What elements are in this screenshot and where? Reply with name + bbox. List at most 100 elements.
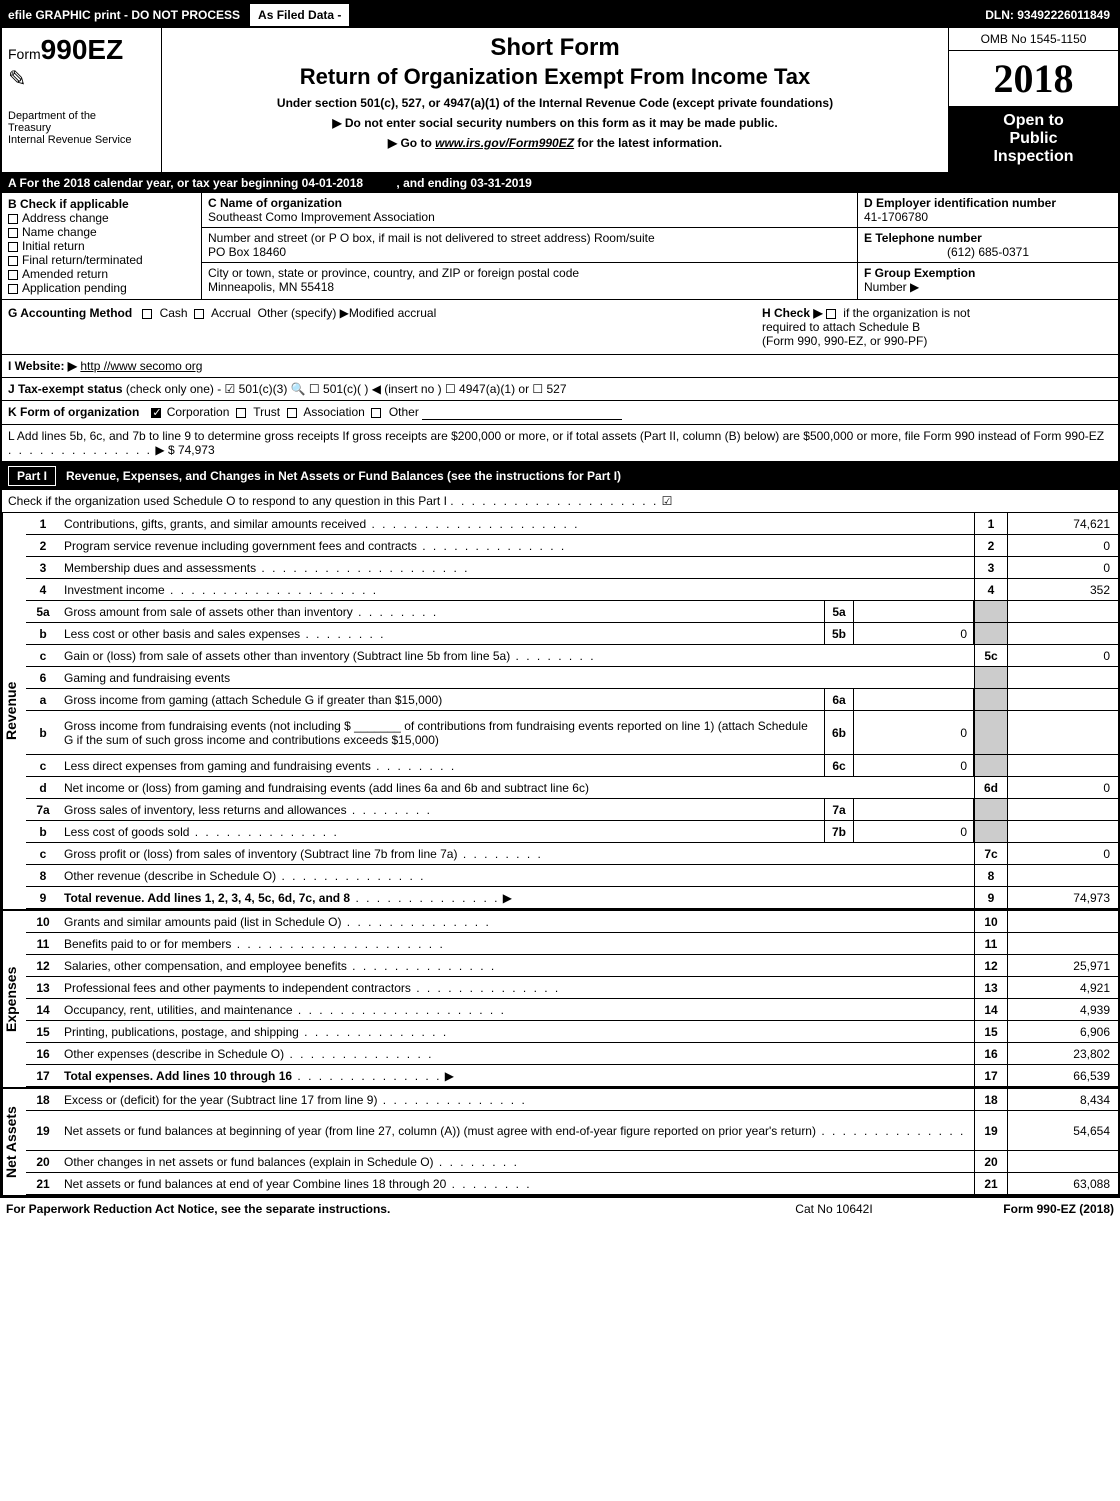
goto-notice: ▶ Go to www.irs.gov/Form990EZ for the la…: [170, 136, 940, 150]
website-link[interactable]: http //www secomo org: [80, 359, 202, 373]
form-org-label: K Form of organization: [8, 405, 139, 419]
section-bcdef: B Check if applicable Address change Nam…: [2, 193, 1118, 300]
part1-checked: ☑: [662, 494, 673, 508]
form-container: efile GRAPHIC print - DO NOT PROCESS As …: [0, 0, 1120, 1197]
box-b: B Check if applicable Address change Nam…: [2, 193, 202, 299]
goto-prefix: ▶ Go to: [388, 136, 435, 150]
row-l: L Add lines 5b, 6c, and 7b to line 9 to …: [2, 425, 1118, 462]
chk-amended-return[interactable]: Amended return: [8, 267, 195, 281]
row-i: I Website: ▶ http //www secomo org: [2, 355, 1118, 378]
dept-line1: Department of the: [8, 110, 155, 122]
line-6a: a Gross income from gaming (attach Sched…: [26, 689, 1118, 711]
line-6c: c Less direct expenses from gaming and f…: [26, 755, 1118, 777]
goto-link[interactable]: www.irs.gov/Form990EZ: [435, 136, 574, 150]
ein-label: D Employer identification number: [864, 196, 1112, 210]
public: Public: [951, 130, 1116, 148]
line-15: 15 Printing, publications, postage, and …: [26, 1021, 1118, 1043]
group-exemption-number: Number ▶: [864, 280, 919, 294]
line-11: 11 Benefits paid to or for members 11: [26, 933, 1118, 955]
h-text1: if the organization is not: [843, 306, 970, 320]
chk-corporation[interactable]: [151, 408, 161, 418]
city-label: City or town, state or province, country…: [208, 266, 851, 280]
chk-other-org[interactable]: [371, 408, 381, 418]
line-13: 13 Professional fees and other payments …: [26, 977, 1118, 999]
line-16: 16 Other expenses (describe in Schedule …: [26, 1043, 1118, 1065]
tax-exempt-text: (check only one) - ☑ 501(c)(3) 🔍 ☐ 501(c…: [126, 382, 567, 396]
header-right: OMB No 1545-1150 2018 Open to Public Ins…: [948, 28, 1118, 172]
line-a-ending: , and ending 03-31-2019: [396, 176, 531, 190]
box-h: H Check ▶ if the organization is not req…: [752, 306, 1112, 348]
org-name: Southeast Como Improvement Association: [208, 210, 851, 224]
accounting-other: Other (specify) ▶Modified accrual: [258, 306, 437, 320]
part1-label: Part I: [8, 466, 56, 486]
form-prefix: Form: [8, 46, 41, 62]
phone-label: E Telephone number: [864, 231, 1112, 245]
form-number: Form990EZ: [8, 34, 155, 66]
h-text3: (Form 990, 990-EZ, or 990-PF): [762, 334, 927, 348]
line-21: 21 Net assets or fund balances at end of…: [26, 1173, 1118, 1195]
line-l-text: L Add lines 5b, 6c, and 7b to line 9 to …: [8, 429, 1104, 443]
phone-value: (612) 685-0371: [864, 245, 1112, 259]
line-3: 3 Membership dues and assessments 3 0: [26, 557, 1118, 579]
chk-final-return[interactable]: Final return/terminated: [8, 253, 195, 267]
netassets-section: Net Assets 18 Excess or (deficit) for th…: [2, 1087, 1118, 1195]
group-exemption-label: F Group Exemption: [864, 266, 975, 280]
expenses-section: Expenses 10 Grants and similar amounts p…: [2, 909, 1118, 1087]
line-5b: b Less cost or other basis and sales exp…: [26, 623, 1118, 645]
group-exemption-row: F Group Exemption Number ▶: [858, 263, 1118, 297]
line-6b: b Gross income from fundraising events (…: [26, 711, 1118, 755]
line-5c: c Gain or (loss) from sale of assets oth…: [26, 645, 1118, 667]
line-7b: b Less cost of goods sold 7b 0: [26, 821, 1118, 843]
line-20: 20 Other changes in net assets or fund b…: [26, 1151, 1118, 1173]
street-value: PO Box 18460: [208, 245, 851, 259]
under-section: Under section 501(c), 527, or 4947(a)(1)…: [170, 96, 940, 110]
line-7c: c Gross profit or (loss) from sales of i…: [26, 843, 1118, 865]
row-j: J Tax-exempt status (check only one) - ☑…: [2, 378, 1118, 401]
chk-name-change[interactable]: Name change: [8, 225, 195, 239]
chk-schedule-b[interactable]: [826, 309, 836, 319]
street-row: Number and street (or P O box, if mail i…: [202, 228, 857, 263]
footer: For Paperwork Reduction Act Notice, see …: [0, 1197, 1120, 1220]
tax-exempt-label: J Tax-exempt status: [8, 382, 123, 396]
chk-initial-return[interactable]: Initial return: [8, 239, 195, 253]
chk-association[interactable]: [287, 408, 297, 418]
part1-title: Revenue, Expenses, and Changes in Net As…: [66, 469, 621, 483]
website-label: I Website: ▶: [8, 359, 77, 373]
chk-cash[interactable]: [142, 309, 152, 319]
netassets-side-label: Net Assets: [2, 1089, 26, 1195]
footer-cat: Cat No 10642I: [734, 1202, 934, 1216]
tax-year: 2018: [949, 51, 1118, 106]
pen-icon: ✎: [8, 66, 155, 92]
line-14: 14 Occupancy, rent, utilities, and maint…: [26, 999, 1118, 1021]
line-12: 12 Salaries, other compensation, and emp…: [26, 955, 1118, 977]
dept-line3: Internal Revenue Service: [8, 134, 155, 146]
expenses-side-label: Expenses: [2, 911, 26, 1087]
chk-accrual[interactable]: [194, 309, 204, 319]
line-a-text: A For the 2018 calendar year, or tax yea…: [8, 176, 363, 190]
chk-trust[interactable]: [236, 408, 246, 418]
return-title: Return of Organization Exempt From Incom…: [170, 64, 940, 90]
chk-application-pending[interactable]: Application pending: [8, 281, 195, 295]
header-left: Form990EZ ✎ Department of the Treasury I…: [2, 28, 162, 172]
line-19: 19 Net assets or fund balances at beginn…: [26, 1111, 1118, 1151]
header-row: Form990EZ ✎ Department of the Treasury I…: [2, 28, 1118, 173]
accounting-method: G Accounting Method Cash Accrual Other (…: [8, 306, 752, 348]
line-4: 4 Investment income 4 352: [26, 579, 1118, 601]
ein-value: 41-1706780: [864, 210, 1112, 224]
header-center: Short Form Return of Organization Exempt…: [162, 28, 948, 172]
part1-sub-text: Check if the organization used Schedule …: [8, 494, 447, 508]
chk-address-change[interactable]: Address change: [8, 211, 195, 225]
footer-left: For Paperwork Reduction Act Notice, see …: [6, 1202, 734, 1216]
dln-number: DLN: 93492226011849: [977, 4, 1118, 26]
line-6d: d Net income or (loss) from gaming and f…: [26, 777, 1118, 799]
row-g: G Accounting Method Cash Accrual Other (…: [2, 300, 1118, 355]
line-18: 18 Excess or (deficit) for the year (Sub…: [26, 1089, 1118, 1111]
footer-form: Form 990-EZ (2018): [934, 1202, 1114, 1216]
line-a: A For the 2018 calendar year, or tax yea…: [2, 173, 1118, 193]
org-name-row: C Name of organization Southeast Como Im…: [202, 193, 857, 228]
org-name-label: C Name of organization: [208, 196, 851, 210]
accounting-label: G Accounting Method: [8, 306, 132, 320]
revenue-section: Revenue 1 Contributions, gifts, grants, …: [2, 513, 1118, 909]
box-def: D Employer identification number 41-1706…: [858, 193, 1118, 299]
line-1: 1 Contributions, gifts, grants, and simi…: [26, 513, 1118, 535]
